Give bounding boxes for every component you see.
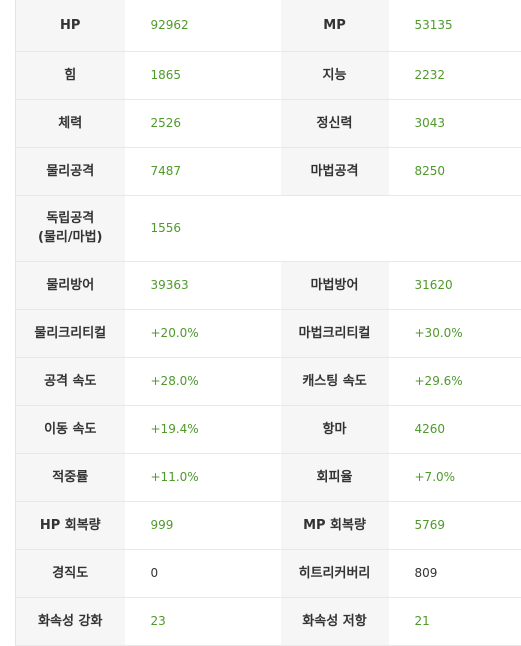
stat-label-intelligence: 지능 (281, 51, 389, 99)
stat-value-mp-recovery: 5769 (389, 501, 521, 549)
stat-value-fire-enhance: 23 (125, 597, 281, 645)
stat-row-defense: 물리방어 39363 마법방어 31620 (16, 261, 521, 309)
stat-row-hit-evade: 적중률 +11.0% 회피율 +7.0% (16, 453, 521, 501)
stat-label-mp: MP (281, 0, 389, 51)
stat-value-anti-magic: 4260 (389, 405, 521, 453)
stat-row-str-int: 힘 1865 지능 2232 (16, 51, 521, 99)
stat-label-mp-recovery: MP 회복량 (281, 501, 389, 549)
stat-row-stagger: 경직도 0 히트리커버리 809 (16, 549, 521, 597)
stat-label-fire-resist: 화속성 저항 (281, 597, 389, 645)
stat-row-speed: 공격 속도 +28.0% 캐스팅 속도 +29.6% (16, 357, 521, 405)
empty-value-cell (389, 195, 521, 261)
stat-value-hit-rate: +11.0% (125, 453, 281, 501)
stat-value-spirit: 3043 (389, 99, 521, 147)
stat-value-mp: 53135 (389, 0, 521, 51)
independent-attack-line2: (물리/마법) (16, 228, 125, 247)
stat-label-evasion: 회피율 (281, 453, 389, 501)
stat-label-hp-recovery: HP 회복량 (16, 501, 125, 549)
stat-value-hp: 92962 (125, 0, 281, 51)
stat-label-spirit: 정신력 (281, 99, 389, 147)
stat-label-attack-speed: 공격 속도 (16, 357, 125, 405)
stat-row-vit-spr: 체력 2526 정신력 3043 (16, 99, 521, 147)
stat-value-evasion: +7.0% (389, 453, 521, 501)
stat-value-independent-attack: 1556 (125, 195, 281, 261)
stat-value-physical-critical: +20.0% (125, 309, 281, 357)
stat-label-strength: 힘 (16, 51, 125, 99)
stat-label-physical-critical: 물리크리티컬 (16, 309, 125, 357)
stat-row-attack: 물리공격 7487 마법공격 8250 (16, 147, 521, 195)
stat-row-hp-mp: HP 92962 MP 53135 (16, 0, 521, 51)
character-stats-table: HP 92962 MP 53135 힘 1865 지능 2232 체력 2526… (15, 0, 521, 646)
stat-value-vitality: 2526 (125, 99, 281, 147)
stat-label-vitality: 체력 (16, 99, 125, 147)
stat-value-physical-defense: 39363 (125, 261, 281, 309)
stat-row-move-resist: 이동 속도 +19.4% 항마 4260 (16, 405, 521, 453)
stat-label-physical-attack: 물리공격 (16, 147, 125, 195)
stat-value-casting-speed: +29.6% (389, 357, 521, 405)
stat-label-independent-attack: 독립공격 (물리/마법) (16, 195, 125, 261)
stat-value-intelligence: 2232 (389, 51, 521, 99)
stat-value-magic-defense: 31620 (389, 261, 521, 309)
stat-row-independent-attack: 독립공격 (물리/마법) 1556 (16, 195, 521, 261)
stat-row-fire: 화속성 강화 23 화속성 저항 21 (16, 597, 521, 645)
stat-label-anti-magic: 항마 (281, 405, 389, 453)
stat-label-hit-rate: 적중률 (16, 453, 125, 501)
stat-label-stagger: 경직도 (16, 549, 125, 597)
stat-value-hit-recovery: 809 (389, 549, 521, 597)
stat-label-move-speed: 이동 속도 (16, 405, 125, 453)
stat-value-strength: 1865 (125, 51, 281, 99)
empty-label-cell (281, 195, 389, 261)
stat-label-magic-attack: 마법공격 (281, 147, 389, 195)
stat-label-physical-defense: 물리방어 (16, 261, 125, 309)
stat-value-move-speed: +19.4% (125, 405, 281, 453)
stat-label-casting-speed: 캐스팅 속도 (281, 357, 389, 405)
stat-value-hp-recovery: 999 (125, 501, 281, 549)
independent-attack-line1: 독립공격 (16, 209, 125, 228)
stat-label-fire-enhance: 화속성 강화 (16, 597, 125, 645)
stat-value-fire-resist: 21 (389, 597, 521, 645)
stat-label-magic-defense: 마법방어 (281, 261, 389, 309)
stat-value-stagger: 0 (125, 549, 281, 597)
stat-value-magic-critical: +30.0% (389, 309, 521, 357)
stat-value-physical-attack: 7487 (125, 147, 281, 195)
stat-value-magic-attack: 8250 (389, 147, 521, 195)
stat-row-critical: 물리크리티컬 +20.0% 마법크리티컬 +30.0% (16, 309, 521, 357)
stat-value-attack-speed: +28.0% (125, 357, 281, 405)
stat-label-hit-recovery: 히트리커버리 (281, 549, 389, 597)
stat-row-recovery: HP 회복량 999 MP 회복량 5769 (16, 501, 521, 549)
stat-label-hp: HP (16, 0, 125, 51)
stat-label-magic-critical: 마법크리티컬 (281, 309, 389, 357)
